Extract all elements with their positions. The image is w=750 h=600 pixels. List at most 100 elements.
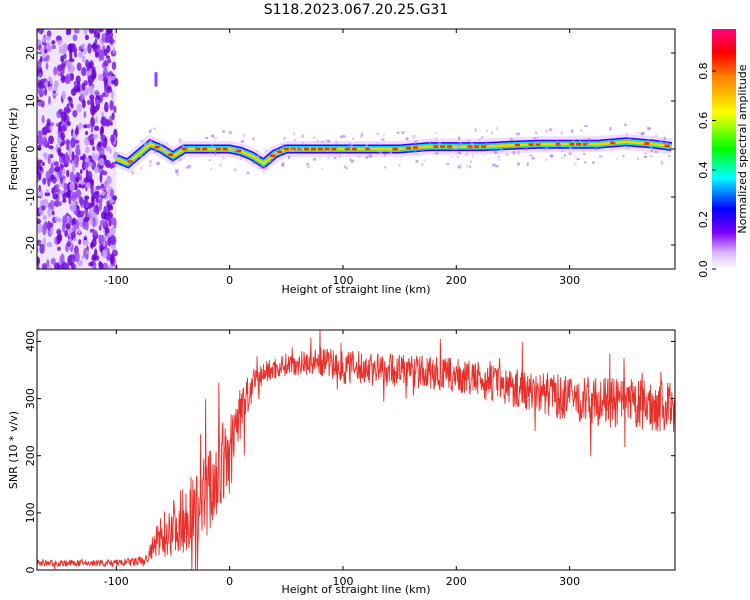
ridge-speck (661, 162, 664, 166)
ridge-speck (616, 157, 618, 160)
noise-blob (78, 239, 82, 245)
ridge-speck (529, 154, 533, 157)
ridge-peak-mark (195, 147, 201, 151)
ridge-speck (583, 152, 586, 155)
noise-blob (54, 216, 59, 222)
ridge-speck (265, 149, 268, 152)
noise-blob (48, 167, 55, 174)
bottom-y-tick-label: 200 (24, 445, 37, 466)
ridge-speck (214, 151, 217, 156)
ridge-speck (359, 134, 363, 138)
noise-blob (88, 62, 93, 69)
noise-blob (110, 76, 116, 81)
noise-blob (67, 67, 71, 74)
ridge-speck (148, 163, 152, 167)
noise-blob (54, 80, 59, 89)
ridge-speck (471, 154, 474, 158)
noise-blob (69, 49, 73, 61)
noise-blob (64, 77, 71, 85)
noise-blob (91, 212, 97, 218)
noise-blob (37, 99, 43, 107)
noise-blob (100, 183, 104, 189)
ridge-speck (649, 155, 654, 158)
noise-blob (57, 134, 62, 146)
ridge-peak-mark (215, 147, 221, 151)
ridge-speck (240, 140, 245, 143)
ridge-speck (313, 158, 317, 161)
top-y-tick-label: 20 (24, 46, 37, 60)
noise-blob (53, 66, 58, 76)
ridge-speck (398, 164, 401, 167)
noise-blob (68, 149, 72, 157)
bottom-y-tick-label: 300 (24, 388, 37, 409)
ridge-speck (139, 155, 143, 158)
ridge-speck (485, 142, 489, 146)
noise-blob (86, 123, 91, 129)
noise-blob (37, 79, 43, 90)
ridge-speck (350, 144, 353, 148)
ridge-speck (516, 162, 520, 166)
noise-blob (76, 103, 82, 113)
noise-blob (111, 89, 114, 100)
noise-blob (106, 45, 111, 53)
ridge-peak-mark (365, 147, 371, 151)
noise-blob (113, 218, 117, 229)
ridge-peak-mark (480, 145, 486, 148)
noise-blob (46, 259, 50, 267)
spectrogram-data (37, 29, 673, 269)
ridge-speck (365, 156, 369, 159)
ridge-speck (492, 163, 496, 167)
ridge-peak-mark (311, 147, 317, 151)
ridge-speck (376, 132, 379, 136)
noise-blob (37, 239, 42, 245)
noise-blob (77, 228, 81, 234)
ridge-speck (647, 126, 651, 129)
ridge-speck (457, 136, 461, 140)
ridge-speck (625, 132, 628, 136)
noise-blob (101, 116, 107, 127)
ridge-speck (166, 141, 169, 145)
ridge-speck (641, 131, 645, 135)
ridge-speck (524, 147, 528, 151)
noise-blob (79, 155, 85, 161)
noise-blob (60, 253, 65, 265)
ridge-speck (342, 135, 346, 138)
ridge-speck (154, 150, 157, 153)
ridge-speck (667, 155, 671, 157)
noise-blob (85, 131, 89, 136)
noise-blob (99, 244, 103, 250)
ridge-speck (486, 130, 488, 132)
ridge-speck (655, 134, 658, 137)
noise-blob (57, 122, 62, 133)
noise-blob (57, 201, 63, 207)
ridge-peak-mark (324, 147, 330, 151)
noise-blob (52, 193, 59, 200)
ridge-speck (470, 142, 473, 145)
ridge-speck (335, 139, 338, 144)
ridge-speck (208, 159, 211, 162)
ridge-speck (252, 161, 256, 165)
noise-blob (39, 46, 44, 56)
noise-blob (93, 134, 99, 139)
noise-blob (88, 85, 94, 95)
noise-blob (70, 231, 76, 239)
ridge-speck (628, 137, 632, 139)
noise-blob (76, 81, 81, 91)
noise-blob (95, 185, 102, 190)
noise-blob (112, 47, 116, 54)
ridge-speck (340, 135, 343, 139)
snr-data (37, 330, 675, 570)
noise-blob (78, 196, 84, 205)
ridge-speck (579, 139, 581, 143)
ridge-speck (210, 134, 215, 138)
noise-blob (43, 153, 48, 161)
noise-blob (65, 223, 71, 230)
ridge-speck (176, 173, 179, 177)
ridge-speck (326, 150, 329, 152)
ridge-speck (316, 139, 319, 143)
ridge-speck (574, 163, 577, 166)
ridge-speck (420, 148, 424, 152)
ridge-peak-mark (202, 147, 208, 151)
noise-blob (74, 29, 80, 34)
